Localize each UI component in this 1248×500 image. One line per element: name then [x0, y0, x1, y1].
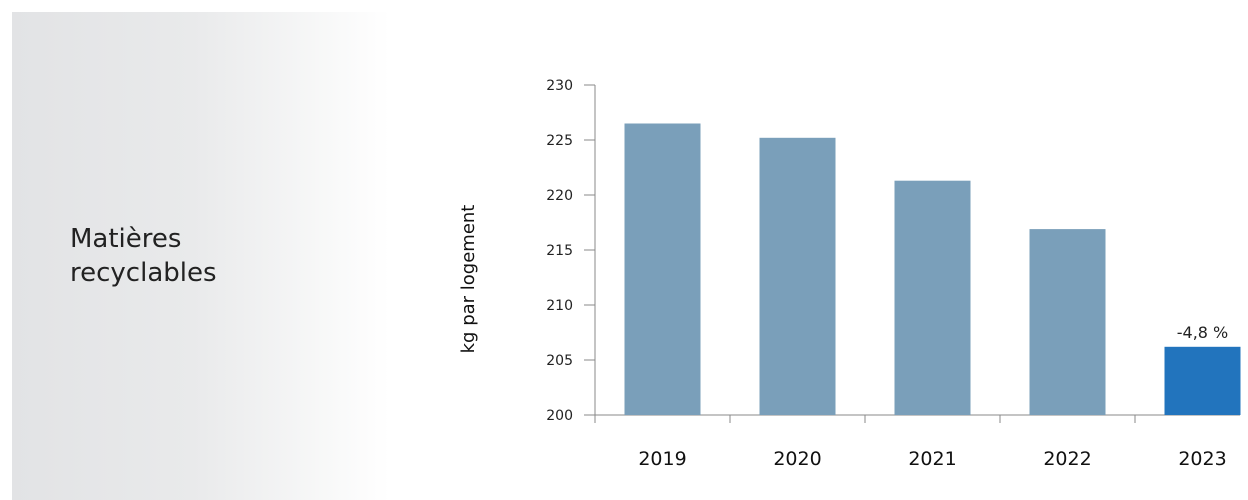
- y-tick-label: 225: [546, 133, 573, 149]
- bar-2022: [1029, 229, 1106, 415]
- bar-2020: [759, 137, 836, 416]
- x-tick-label: 2023: [1178, 448, 1226, 470]
- bar-2019: [624, 123, 701, 415]
- y-tick-label: 200: [546, 408, 573, 424]
- x-axis: [594, 414, 1240, 423]
- bar-2021: [894, 180, 971, 415]
- y-tick-label: 215: [546, 243, 573, 259]
- x-tick-label: 2022: [1043, 448, 1091, 470]
- bar-annotation: -4,8 %: [1177, 323, 1229, 342]
- side-panel: [12, 12, 390, 500]
- labels-group: 2019 2020 2021 2022 2023 -4,8 %: [638, 323, 1228, 470]
- y-axis: 200 205 210 215 220 225 230: [546, 78, 596, 424]
- bar-2023: [1164, 346, 1241, 415]
- x-tick-label: 2021: [908, 448, 956, 470]
- y-tick-label: 210: [546, 298, 573, 314]
- x-tick-label: 2019: [638, 448, 686, 470]
- bars-group: [624, 123, 1241, 416]
- y-tick-label: 205: [546, 353, 573, 369]
- y-tick-label: 220: [546, 188, 573, 204]
- y-tick-label: 230: [546, 78, 573, 94]
- x-tick-label: 2020: [773, 448, 821, 470]
- panel-title: Matières recyclables: [70, 224, 217, 288]
- y-axis-label: kg par logement: [458, 205, 479, 354]
